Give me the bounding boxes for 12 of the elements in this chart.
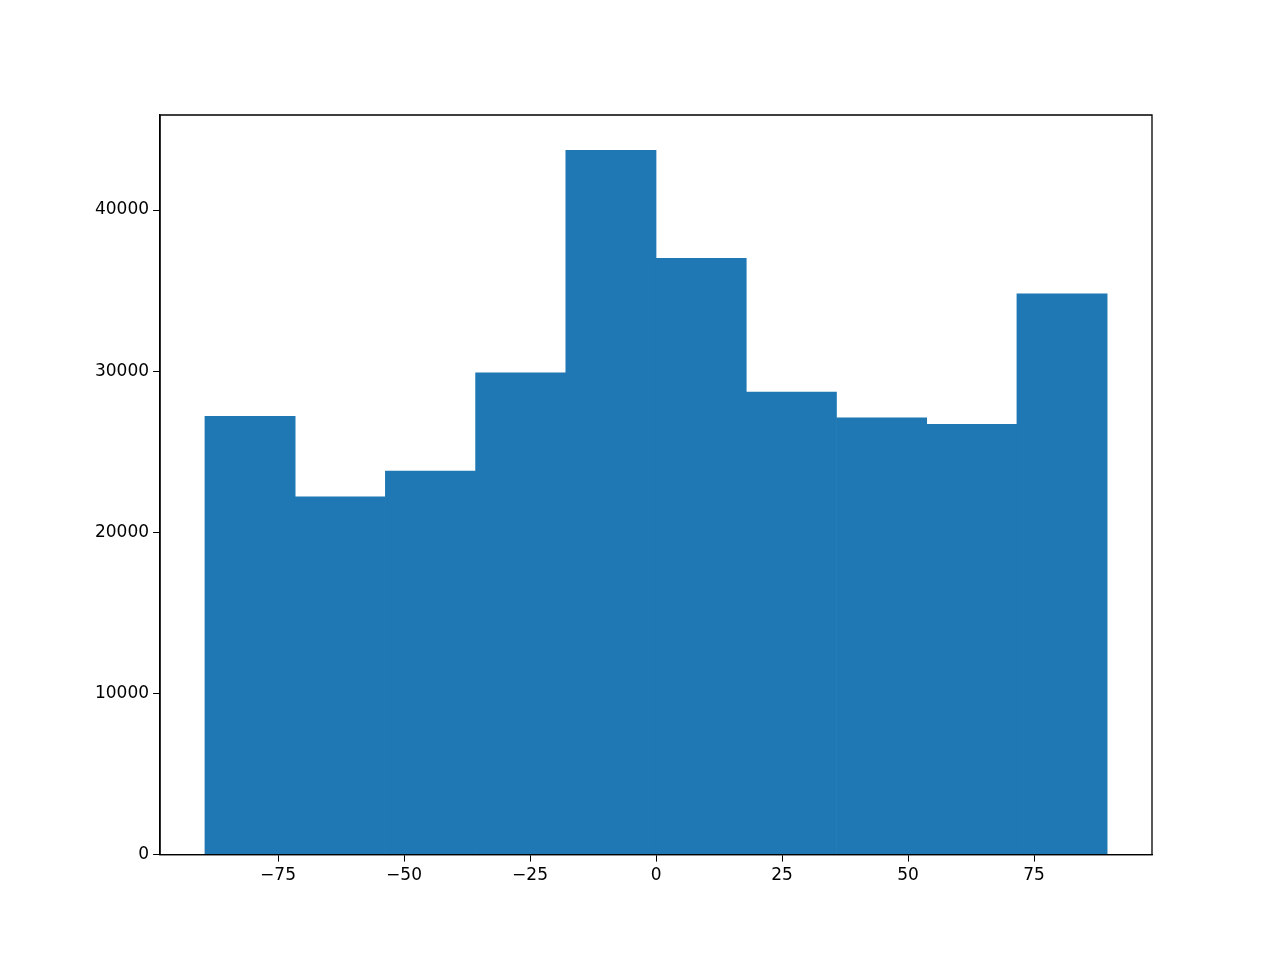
x-tick-label: −75 xyxy=(260,864,296,885)
x-tick-label: −25 xyxy=(512,864,548,885)
x-tick-label: 75 xyxy=(1023,864,1045,885)
y-tick-label: 30000 xyxy=(94,359,150,380)
y-tick-label: 40000 xyxy=(94,198,150,219)
x-tick-label: −50 xyxy=(386,864,422,885)
x-tick-label: 25 xyxy=(771,864,793,885)
y-tick-label: 20000 xyxy=(94,520,150,541)
y-tick-label: 10000 xyxy=(94,681,150,702)
x-tick-label: 50 xyxy=(897,864,919,885)
x-tick-label: 0 xyxy=(650,864,662,885)
y-tick-label: 0 xyxy=(138,843,150,864)
